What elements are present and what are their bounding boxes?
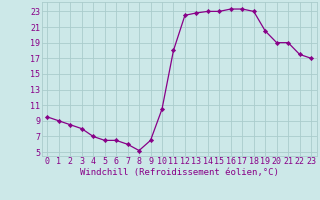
X-axis label: Windchill (Refroidissement éolien,°C): Windchill (Refroidissement éolien,°C) <box>80 168 279 177</box>
